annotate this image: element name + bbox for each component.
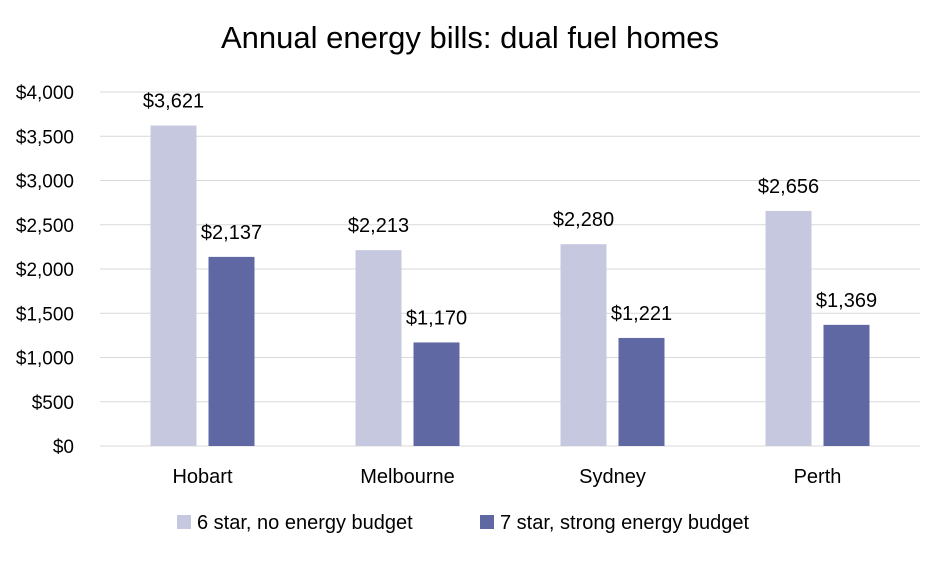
data-label: $2,213 [348,215,409,237]
bar [823,324,870,446]
y-tick-label: $3,000 [16,172,74,193]
x-category-label: Sydney [579,466,646,488]
legend-label: 7 star, strong energy budget [500,512,749,534]
bar [355,250,402,446]
legend: 6 star, no energy budget 7 star, strong e… [177,512,749,534]
x-category-label: Perth [794,466,842,488]
data-label: $3,621 [143,91,204,113]
bar [765,210,812,446]
y-tick-label: $1,500 [16,304,74,325]
data-label: $2,137 [201,222,262,244]
y-tick-label: $1,000 [16,349,74,370]
x-axis-categories: Hobart Melbourne Sydney Perth [172,466,841,488]
x-category-label: Hobart [172,466,232,488]
y-axis-ticks: $0 $500 $1,000 $1,500 $2,000 $2,500 $3,000 $3,5… [16,83,74,458]
bar [560,244,607,446]
data-label: $1,221 [611,303,672,325]
data-labels: $3,621 $2,137 $2,213 $1,170 $2,280 $1,221 $2,6… [143,91,877,330]
bar [208,256,255,446]
legend-label: 6 star, no energy budget [197,512,413,534]
y-tick-label: $2,000 [16,260,74,281]
x-category-label: Melbourne [360,466,455,488]
bars [150,125,870,446]
y-tick-label: $3,500 [16,127,74,148]
y-tick-label: $500 [32,393,74,414]
legend-swatch [177,515,191,529]
y-tick-label: $0 [53,437,74,458]
y-tick-label: $4,000 [16,83,74,104]
data-label: $1,170 [406,307,467,329]
chart-title: Annual energy bills: dual fuel homes [221,20,719,55]
data-label: $2,656 [758,176,819,198]
y-tick-label: $2,500 [16,216,74,237]
bar [413,342,460,446]
legend-swatch [480,515,494,529]
data-label: $1,369 [816,290,877,312]
bar [150,125,197,446]
bar [618,337,665,446]
data-label: $2,280 [553,209,614,231]
